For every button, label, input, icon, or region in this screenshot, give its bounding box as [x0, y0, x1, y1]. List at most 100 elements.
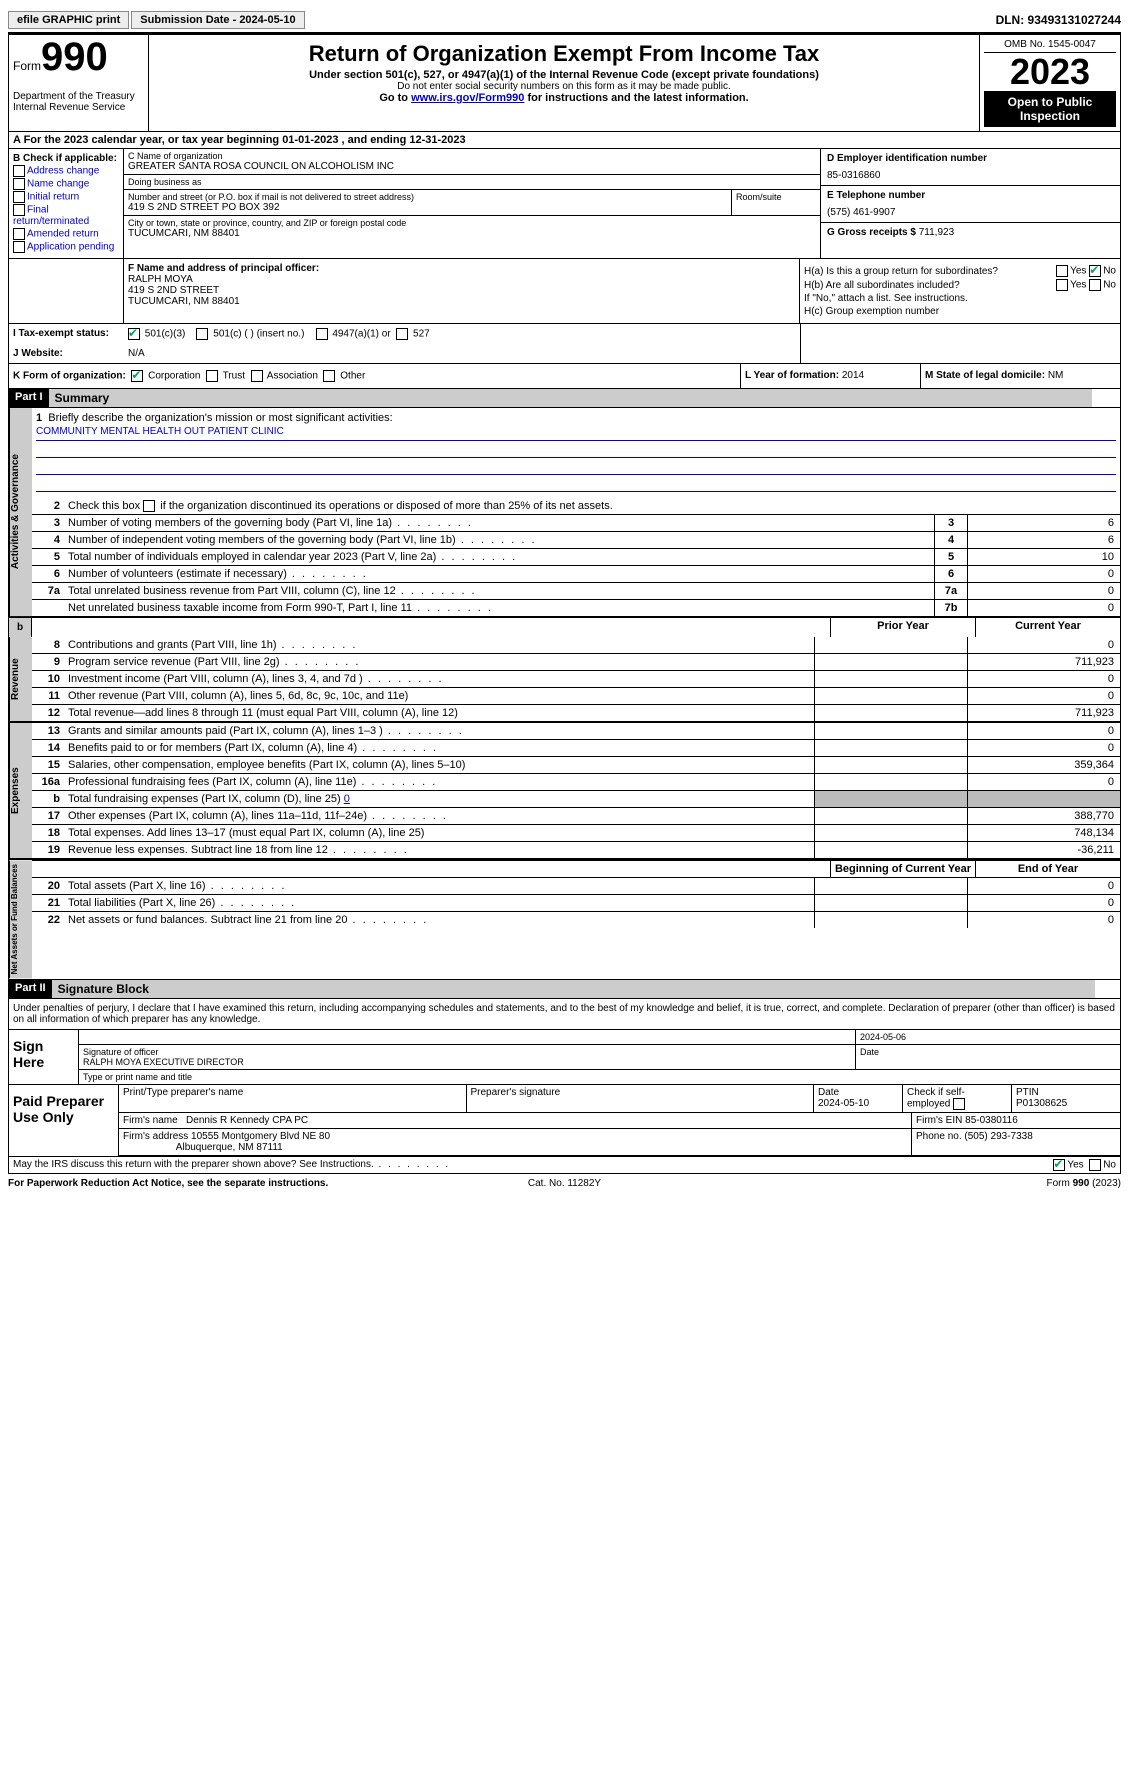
dba-label: Doing business as: [128, 177, 816, 187]
mission-text: COMMUNITY MENTAL HEALTH OUT PATIENT CLIN…: [36, 426, 1116, 441]
l10-desc: Investment income (Part VIII, column (A)…: [64, 671, 814, 687]
addr-label: Number and street (or P.O. box if mail i…: [128, 192, 727, 202]
block-deg: D Employer identification number 85-0316…: [820, 149, 1120, 258]
sec1-label: Activities & Governance: [9, 408, 32, 616]
ha-yes[interactable]: [1056, 265, 1068, 277]
firm-addr2: Albuquerque, NM 87111: [176, 1142, 283, 1153]
l3-desc: Number of voting members of the governin…: [64, 515, 934, 531]
chk-assoc[interactable]: [251, 370, 263, 382]
ha-no[interactable]: [1089, 265, 1101, 277]
chk-initial-return[interactable]: Initial return: [13, 191, 119, 203]
part1-header: Part ISummary: [8, 389, 1121, 408]
block-f: F Name and address of principal officer:…: [124, 259, 800, 323]
j-label: J Website:: [9, 344, 124, 363]
officer-addr2: TUCUMCARI, NM 88401: [128, 296, 795, 307]
prep-date: 2024-05-10: [818, 1098, 869, 1109]
l9-cur: 711,923: [967, 654, 1120, 670]
hb-yes[interactable]: [1056, 279, 1068, 291]
discuss-no[interactable]: [1089, 1159, 1101, 1171]
date-label: Date: [856, 1045, 1120, 1069]
firm-addr-label: Firm's address: [123, 1131, 188, 1142]
phone-label: E Telephone number: [827, 190, 1114, 201]
l13-desc: Grants and similar amounts paid (Part IX…: [64, 723, 814, 739]
hb-no[interactable]: [1089, 279, 1101, 291]
chk-other[interactable]: [323, 370, 335, 382]
ptin: P01308625: [1016, 1098, 1067, 1109]
chk-discontinued[interactable]: [143, 500, 155, 512]
chk-501c[interactable]: [196, 328, 208, 340]
chk-app-pending[interactable]: Application pending: [13, 241, 119, 253]
l5-val: 10: [967, 549, 1120, 565]
hc-label: H(c) Group exemption number: [804, 306, 1116, 317]
form-title: Return of Organization Exempt From Incom…: [153, 41, 975, 67]
l7a-desc: Total unrelated business revenue from Pa…: [64, 583, 934, 599]
firm-name-label: Firm's name: [123, 1115, 178, 1126]
hdr-end: End of Year: [975, 861, 1120, 877]
paperwork-notice: For Paperwork Reduction Act Notice, see …: [8, 1178, 379, 1189]
row-klm: K Form of organization: Corporation Trus…: [8, 364, 1121, 389]
prep-sig-label: Preparer's signature: [467, 1085, 815, 1112]
chk-address-change[interactable]: Address change: [13, 165, 119, 177]
chk-amended[interactable]: Amended return: [13, 228, 119, 240]
block-b-header: B Check if applicable:: [13, 153, 119, 164]
top-bar: efile GRAPHIC print Submission Date - 20…: [8, 8, 1121, 34]
l11-cur: 0: [967, 688, 1120, 704]
officer-name: RALPH MOYA: [128, 274, 795, 285]
l12-desc: Total revenue—add lines 8 through 11 (mu…: [64, 705, 814, 721]
discuss-yes[interactable]: [1053, 1159, 1065, 1171]
k-label: K Form of organization:: [13, 371, 126, 382]
domicile: NM: [1048, 370, 1064, 381]
block-c: C Name of organization GREATER SANTA ROS…: [124, 149, 820, 258]
hb-label: H(b) Are all subordinates included?: [804, 280, 1056, 291]
paid-preparer-label: Paid Preparer Use Only: [9, 1085, 119, 1156]
addr: 419 S 2ND STREET PO BOX 392: [128, 202, 727, 213]
subtitle-2: Do not enter social security numbers on …: [153, 81, 975, 92]
chk-corp[interactable]: [131, 370, 143, 382]
chk-name-change[interactable]: Name change: [13, 178, 119, 190]
l19-cur: -36,211: [967, 842, 1120, 858]
dept-label: Department of the TreasuryInternal Reven…: [13, 91, 144, 113]
chk-self-employed[interactable]: [953, 1098, 965, 1110]
sec3-label: Expenses: [9, 723, 32, 858]
l16b-link[interactable]: 0: [344, 793, 350, 805]
chk-final-return[interactable]: Final return/terminated: [13, 204, 119, 227]
form-word: Form: [13, 59, 41, 73]
firm-name: Dennis R Kennedy CPA PC: [186, 1115, 308, 1126]
sig-officer-label: Signature of officer: [83, 1047, 851, 1057]
firm-ein: 85-0380116: [965, 1115, 1018, 1126]
l4-desc: Number of independent voting members of …: [64, 532, 934, 548]
page-footer: For Paperwork Reduction Act Notice, see …: [8, 1174, 1121, 1193]
chk-4947[interactable]: [316, 328, 328, 340]
hdr-beg: Beginning of Current Year: [830, 861, 975, 877]
l20-end: 0: [967, 878, 1120, 894]
l10-cur: 0: [967, 671, 1120, 687]
room-label: Room/suite: [736, 192, 816, 202]
block-j: J Website: N/A: [8, 344, 1121, 364]
cat-no: Cat. No. 11282Y: [379, 1178, 750, 1189]
l16b-desc: Total fundraising expenses (Part IX, col…: [64, 791, 814, 807]
block-bcdefg: B Check if applicable: Address change Na…: [8, 149, 1121, 259]
chk-trust[interactable]: [206, 370, 218, 382]
i-label: I Tax-exempt status:: [9, 324, 124, 344]
prep-name-label: Print/Type preparer's name: [123, 1087, 243, 1098]
phone: (575) 461-9907: [827, 207, 1114, 218]
signature-block: Under penalties of perjury, I declare th…: [8, 999, 1121, 1174]
chk-527[interactable]: [396, 328, 408, 340]
efile-button[interactable]: efile GRAPHIC print: [8, 11, 129, 29]
year-formation: 2014: [842, 370, 864, 381]
l3-val: 6: [967, 515, 1120, 531]
gross-label: G Gross receipts $: [827, 227, 916, 238]
irs-link[interactable]: www.irs.gov/Form990: [411, 92, 524, 104]
l18-desc: Total expenses. Add lines 13–17 (must eq…: [64, 825, 814, 841]
submission-date: Submission Date - 2024-05-10: [131, 11, 304, 29]
summary-table: Activities & Governance 1 Briefly descri…: [8, 408, 1121, 980]
l17-desc: Other expenses (Part IX, column (A), lin…: [64, 808, 814, 824]
chk-501c3[interactable]: [128, 328, 140, 340]
m-label: M State of legal domicile:: [925, 370, 1045, 381]
firm-phone: (505) 293-7338: [964, 1131, 1032, 1142]
sig-date: 2024-05-06: [856, 1030, 1120, 1044]
sec4-label: Net Assets or Fund Balances: [9, 860, 32, 978]
type-label: Type or print name and title: [79, 1070, 1120, 1084]
l7b-val: 0: [967, 600, 1120, 616]
org-name: GREATER SANTA ROSA COUNCIL ON ALCOHOLISM…: [128, 161, 816, 172]
